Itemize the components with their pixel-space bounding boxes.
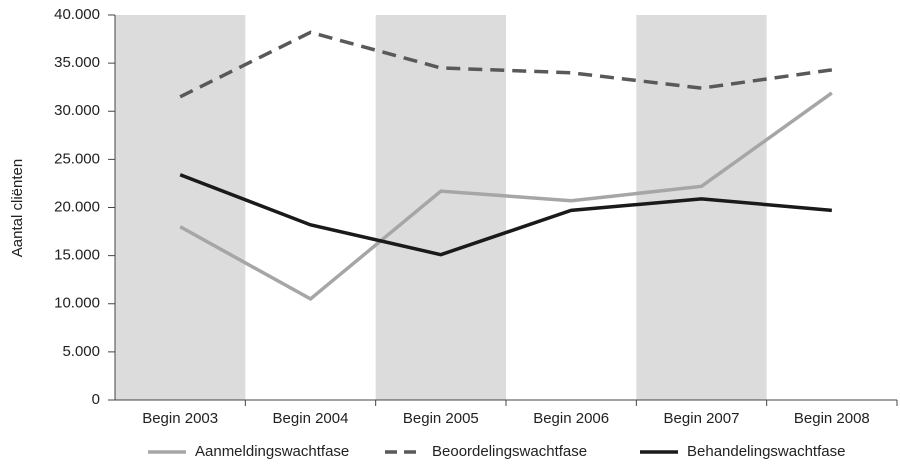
- series-line: [179, 30, 833, 99]
- x-tick-label: Begin 2008: [794, 410, 870, 427]
- y-tick-label: 5.000: [62, 343, 100, 360]
- legend-label: Aanmeldingswachtfase: [195, 443, 349, 460]
- x-tick-label: Begin 2004: [273, 410, 349, 427]
- y-tick-label: 40.000: [54, 6, 100, 23]
- y-tick-label: 30.000: [54, 102, 100, 119]
- y-axis-label: Aantal cliënten: [9, 159, 26, 257]
- x-tick-label: Begin 2006: [533, 410, 609, 427]
- x-tick-label: Begin 2005: [403, 410, 479, 427]
- y-tick-label: 25.000: [54, 150, 100, 167]
- legend-label: Beoordelingswachtfase: [432, 443, 587, 460]
- y-tick-label: 15.000: [54, 247, 100, 264]
- series-line: [179, 91, 833, 302]
- y-tick-label: 35.000: [54, 54, 100, 71]
- legend-label: Behandelingswachtfase: [687, 443, 845, 460]
- y-tick-label: 20.000: [54, 198, 100, 215]
- y-tick-label: 0: [92, 391, 100, 408]
- x-tick-label: Begin 2007: [664, 410, 740, 427]
- band: [375, 15, 506, 400]
- band: [636, 15, 767, 400]
- band: [115, 15, 246, 400]
- y-tick-label: 10.000: [54, 295, 100, 312]
- series-line: [179, 173, 832, 257]
- x-tick-label: Begin 2003: [142, 410, 218, 427]
